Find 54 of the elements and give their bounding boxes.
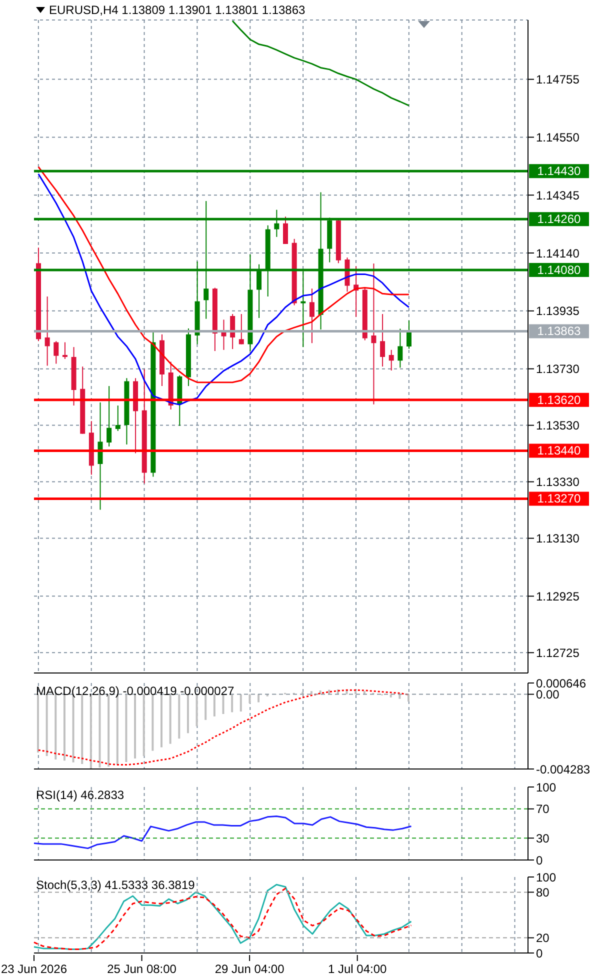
- chart-title: EURUSD,H4 1.13809 1.13901 1.13801 1.13863: [49, 3, 306, 17]
- ref-line-label: 1.14430: [537, 164, 582, 178]
- ref-line-label: 1.14080: [537, 262, 582, 277]
- y-tick-label: 1.13530: [536, 418, 580, 433]
- y-tick-label: 0.00: [536, 688, 560, 702]
- y-tick-label: 1.13730: [536, 362, 580, 376]
- y-tick-label: 1.14550: [536, 130, 580, 144]
- y-tick-label: 100: [536, 870, 556, 884]
- candlestick: [98, 402, 103, 510]
- chart-title: MACD(12,26,9) -0.000419 -0.000027: [36, 684, 234, 698]
- candlestick: [238, 314, 244, 345]
- y-tick-label: 1.13130: [536, 532, 580, 546]
- ref-line-label: 1.13440: [537, 444, 582, 458]
- y-tick-label: 1.12725: [536, 646, 580, 660]
- candlestick: [309, 288, 314, 344]
- chart-title: RSI(14) 46.2833: [36, 788, 124, 802]
- y-tick-label: 20: [536, 931, 550, 946]
- candlestick: [62, 342, 68, 360]
- candlestick: [115, 405, 120, 432]
- y-tick-label: 0: [536, 853, 543, 868]
- candlestick: [380, 314, 386, 368]
- y-tick-label: 1.14345: [536, 188, 580, 202]
- y-tick-label: 1.13935: [536, 304, 580, 318]
- ref-line-label: 1.13270: [537, 492, 582, 506]
- line-series: [232, 20, 410, 106]
- y-tick-label: 70: [536, 802, 550, 816]
- candlestick: [371, 262, 376, 405]
- line-series: [33, 815, 412, 850]
- candlestick: [398, 328, 403, 368]
- candlestick: [221, 319, 226, 350]
- candlestick: [388, 349, 394, 372]
- ref-line-label: 1.13620: [537, 392, 582, 407]
- y-tick-label: -0.004283: [536, 762, 590, 776]
- y-tick-label: 1.13330: [536, 475, 580, 490]
- candlestick: [283, 216, 288, 244]
- x-tick-label: 1 Jul 04:00: [328, 962, 388, 975]
- y-tick-label: 0: [536, 946, 543, 960]
- y-tick-label: 30: [536, 831, 550, 846]
- ref-line-label: 1.14260: [537, 212, 582, 226]
- y-tick-label: 100: [536, 780, 556, 794]
- y-tick-label: 0.000646: [536, 676, 586, 690]
- candlestick: [44, 296, 50, 366]
- x-tick-label: 29 Jun 04:00: [214, 962, 285, 975]
- y-tick-label: 1.12925: [536, 589, 580, 604]
- x-tick-label: 23 Jun 2026: [0, 962, 68, 975]
- candlestick: [406, 320, 412, 350]
- y-tick-label: 80: [536, 885, 550, 900]
- y-tick-label: 1.14140: [536, 246, 580, 260]
- chart-title: Stoch(5,3,3) 41.5333 36.3819: [36, 878, 195, 892]
- x-tick-label: 25 Jun 08:00: [107, 962, 177, 975]
- candlestick: [54, 340, 59, 364]
- candlestick: [106, 386, 112, 447]
- y-tick-label: 1.14755: [536, 72, 580, 87]
- ref-line-label: 1.13863: [537, 324, 582, 338]
